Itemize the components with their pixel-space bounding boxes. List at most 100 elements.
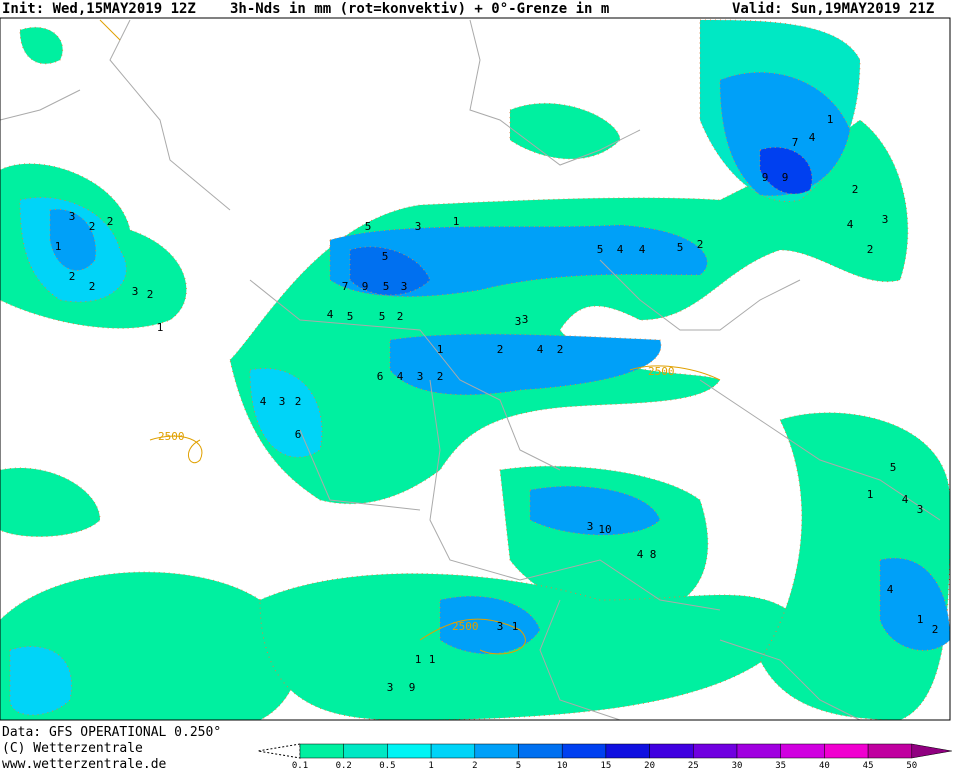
map-value: 2 bbox=[89, 280, 96, 293]
map-value: 4 bbox=[809, 131, 816, 144]
colorbar-segment bbox=[561, 743, 607, 759]
map-value: 1 bbox=[157, 321, 164, 334]
map-value: 7 bbox=[792, 136, 799, 149]
precip-area bbox=[0, 571, 299, 721]
map-value: 1 bbox=[415, 653, 422, 666]
contour-labels: 2500 2500 2500 bbox=[158, 365, 675, 633]
colorbar-segment bbox=[736, 743, 781, 759]
map-value: 4 bbox=[327, 308, 334, 321]
freezing-level-contours bbox=[99, 19, 721, 655]
map-value: 5 bbox=[365, 220, 372, 233]
precip-area bbox=[529, 485, 661, 536]
map-value: 3 bbox=[497, 620, 504, 633]
precip-area bbox=[0, 467, 101, 537]
map-title: 3h-Nds in mm (rot=konvektiv) + 0°-Grenze… bbox=[230, 1, 609, 17]
map-value: 4 bbox=[637, 548, 644, 561]
map-value: 2 bbox=[437, 370, 444, 383]
map-value: 2 bbox=[69, 270, 76, 283]
init-label: Init: Wed,15MAY2019 12Z bbox=[2, 1, 196, 17]
map-value: 2 bbox=[89, 220, 96, 233]
map-value: 6 bbox=[295, 428, 302, 441]
colorbar-label: 20 bbox=[644, 761, 655, 770]
colorbar-segment bbox=[474, 743, 519, 759]
precip-area bbox=[249, 368, 323, 458]
precip-area bbox=[509, 102, 621, 160]
map-value: 3 bbox=[522, 313, 529, 326]
colorbar-segment bbox=[693, 743, 738, 759]
colorbar-segment bbox=[649, 743, 694, 759]
contour-label: 2500 bbox=[648, 365, 675, 378]
map-value: 3 bbox=[917, 503, 924, 516]
map-value: 4 bbox=[397, 370, 404, 383]
colorbar-label: 2 bbox=[472, 761, 477, 770]
map-value: 5 bbox=[382, 250, 389, 263]
map-value: 2 bbox=[295, 395, 302, 408]
map-value: 5 bbox=[347, 310, 354, 323]
colorbar-high-arrow bbox=[911, 743, 952, 759]
map-value: 3 bbox=[387, 681, 394, 694]
map-value: 5 bbox=[890, 461, 897, 474]
colorbar-segment bbox=[605, 743, 650, 759]
map-value: 10 bbox=[598, 523, 611, 536]
map-value: 3 bbox=[587, 520, 594, 533]
map-value: 1 bbox=[512, 620, 519, 633]
map-frame bbox=[0, 17, 951, 721]
contour-label: 2500 bbox=[452, 620, 479, 633]
map-value: 3 bbox=[417, 370, 424, 383]
precip-area bbox=[259, 573, 801, 721]
map-value: 9 bbox=[762, 171, 769, 184]
colorbar-segment bbox=[824, 743, 869, 759]
precip-area bbox=[49, 208, 97, 271]
map-value: 2 bbox=[147, 288, 154, 301]
colorbar-segment bbox=[343, 743, 388, 759]
copyright: (C) Wetterzentrale bbox=[2, 741, 143, 756]
colorbar-label: 0.2 bbox=[336, 761, 352, 770]
colorbar-segment bbox=[867, 743, 913, 759]
map-value: 2 bbox=[107, 215, 114, 228]
colorbar-segment bbox=[299, 743, 344, 759]
precip-area bbox=[9, 646, 72, 716]
map-value: 9 bbox=[409, 681, 416, 694]
map-value: 5 bbox=[383, 280, 390, 293]
map-value: 1 bbox=[867, 488, 874, 501]
map-value: 7 bbox=[342, 280, 349, 293]
map-value: 4 bbox=[847, 218, 854, 231]
map-value: 2 bbox=[397, 310, 404, 323]
colorbar-label: 50 bbox=[906, 761, 917, 770]
colorbar-segment bbox=[387, 743, 432, 759]
map-value: 2 bbox=[697, 238, 704, 251]
contour-label: 2500 bbox=[158, 430, 185, 443]
precip-area bbox=[19, 26, 64, 65]
map-value: 1 bbox=[429, 653, 436, 666]
map-value: 3 bbox=[882, 213, 889, 226]
borders bbox=[0, 19, 941, 721]
map-value: 2 bbox=[557, 343, 564, 356]
colorbar-label: 1 bbox=[428, 761, 433, 770]
colorbar: 0.1 0.2 0.5 1 2 5 10 15 20 25 30 35 40 45 50 bbox=[257, 743, 952, 770]
colorbar-label: 0.5 bbox=[379, 761, 395, 770]
precip-area bbox=[229, 119, 909, 505]
precip-area bbox=[349, 246, 431, 296]
colorbar-label: 35 bbox=[775, 761, 786, 770]
map-value: 4 bbox=[887, 583, 894, 596]
map-value: 1 bbox=[917, 613, 924, 626]
map-value: 2 bbox=[497, 343, 504, 356]
map-value: 3 bbox=[401, 280, 408, 293]
colorbar-label: 5 bbox=[516, 761, 521, 770]
map-value: 3 bbox=[69, 210, 76, 223]
map-value: 2 bbox=[852, 183, 859, 196]
map-value: 4 bbox=[617, 243, 624, 256]
map-value: 9 bbox=[362, 280, 369, 293]
precip-area bbox=[439, 595, 541, 655]
precip-area bbox=[759, 146, 813, 195]
colorbar-segment bbox=[780, 743, 825, 759]
map-value: 1 bbox=[437, 343, 444, 356]
map-value: 3 bbox=[132, 285, 139, 298]
map-value: 4 bbox=[537, 343, 544, 356]
map-value: 5 bbox=[597, 243, 604, 256]
map-value: 2 bbox=[932, 623, 939, 636]
data-source: Data: GFS OPERATIONAL 0.250° bbox=[2, 725, 221, 740]
website: www.wetterzentrale.de bbox=[2, 757, 167, 770]
